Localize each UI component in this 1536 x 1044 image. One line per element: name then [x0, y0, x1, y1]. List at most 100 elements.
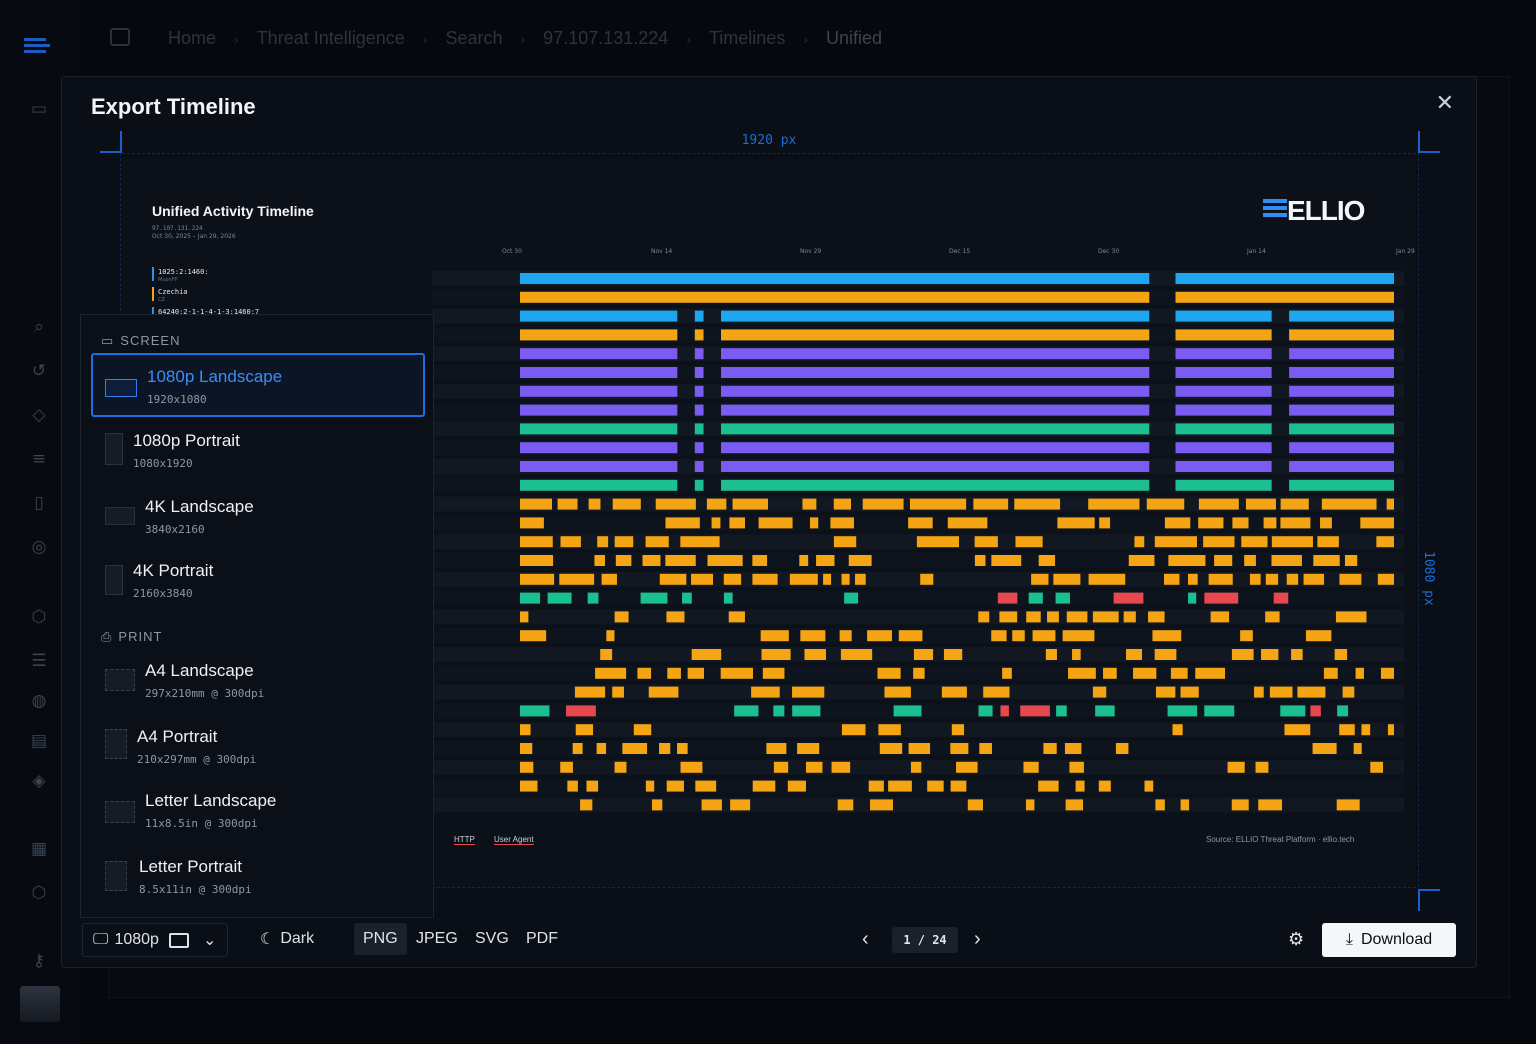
timeline-bar [1280, 517, 1311, 529]
row-background [432, 722, 1404, 738]
layers-icon[interactable]: ◈ [32, 771, 46, 791]
server-icon[interactable]: ▦ [30, 839, 48, 859]
option-a4-landscape[interactable]: A4 Landscape 297x210mm @ 300dpi [91, 649, 425, 713]
option-4k-landscape[interactable]: 4K Landscape 3840x2160 [91, 485, 425, 549]
timeline-bar [991, 630, 1007, 642]
format-jpeg[interactable]: JPEG [416, 930, 458, 947]
axis-date-label: Nov 29 [800, 248, 821, 255]
timeline-bar [520, 367, 678, 378]
timeline-bar [1284, 724, 1311, 736]
option-name: 4K Portrait [133, 561, 214, 580]
timeline-bar [1155, 799, 1165, 811]
sidebar-toggle-icon[interactable] [110, 28, 130, 46]
timeline-bar [642, 555, 661, 566]
shield-icon[interactable]: ⬡ [31, 607, 47, 627]
timeline-bar [520, 724, 531, 736]
timeline-bar [560, 536, 581, 548]
app-logo[interactable] [24, 38, 50, 56]
timeline-bar [927, 780, 944, 792]
timeline-bar [1155, 686, 1176, 698]
prev-page-icon[interactable]: ‹ [862, 927, 869, 950]
option-a4-portrait[interactable]: A4 Portrait 210x297mm @ 300dpi [91, 715, 425, 779]
timeline-bar [665, 517, 700, 529]
timeline-bar [1386, 498, 1394, 510]
next-page-icon[interactable]: › [974, 927, 981, 950]
breadcrumb-home[interactable]: Home [168, 28, 217, 48]
breadcrumb-threat-intel[interactable]: Threat Intelligence [256, 28, 405, 48]
timeline-bar [951, 724, 965, 736]
preview-stage: 1920 px 1080 px Unified Activity Timelin… [62, 131, 1476, 913]
option-letter-landscape[interactable]: Letter Landscape 11x8.5in @ 300dpi [91, 779, 425, 843]
format-pdf[interactable]: PDF [526, 930, 558, 947]
timeline-bar [1187, 573, 1198, 585]
timeline-bar [645, 536, 669, 548]
option-letter-portrait[interactable]: Letter Portrait 8.5x11in @ 300dpi [91, 845, 425, 909]
timeline-bar [595, 667, 627, 679]
timeline-bar [666, 611, 685, 623]
timeline-bar [1335, 611, 1367, 623]
timeline-bar [1269, 686, 1293, 698]
timeline-bar [848, 555, 872, 566]
timeline-bar [1175, 461, 1272, 472]
timeline-bar [999, 611, 1018, 623]
timeline-bar [1167, 705, 1198, 717]
timeline-bar [520, 423, 678, 435]
globe-icon[interactable]: ◍ [31, 691, 47, 711]
timeline-bar [758, 517, 793, 529]
breadcrumb-timelines[interactable]: Timelines [708, 28, 786, 48]
file-icon[interactable]: ▯ [34, 493, 44, 513]
format-svg[interactable]: SVG [475, 930, 509, 947]
key-icon[interactable]: ⚷ [32, 951, 46, 971]
timeline-bar [837, 799, 854, 811]
axis-date-label: Dec 30 [1098, 248, 1119, 255]
timeline-bar [1066, 611, 1088, 623]
database-icon[interactable]: ≡ [31, 449, 47, 469]
timeline-bar [694, 461, 704, 472]
landscape-icon [168, 932, 189, 948]
timeline-bar [1258, 799, 1283, 811]
breadcrumb-ip[interactable]: 97.107.131.224 [543, 28, 669, 48]
timeline-bar [1334, 649, 1348, 660]
timeline-bar [997, 592, 1018, 604]
option-1080p-landscape[interactable]: 1080p Landscape 1920x1080 [91, 353, 425, 417]
timeline-bar [1361, 724, 1371, 736]
fingerprint-icon[interactable]: ◎ [31, 537, 47, 557]
search-icon[interactable]: ⌕ [34, 317, 44, 337]
timeline-bar [789, 573, 818, 585]
shield-small-icon[interactable]: ⬡ [31, 883, 47, 903]
timeline-bar [520, 555, 554, 566]
timeline-bar [1154, 649, 1177, 660]
timeline-bar [1056, 705, 1067, 717]
list-icon[interactable]: ☰ [31, 651, 47, 671]
timeline-bar [878, 724, 901, 736]
theme-toggle[interactable]: ☾ Dark [260, 923, 314, 955]
timeline-bar [1271, 555, 1302, 566]
timeline-bar [1289, 479, 1394, 491]
breadcrumb-search[interactable]: Search [445, 28, 503, 48]
timeline-bar [1291, 649, 1303, 660]
avatar[interactable] [20, 986, 60, 1022]
close-icon[interactable]: ✕ [1435, 91, 1454, 116]
timeline-bar [721, 461, 1150, 472]
modal-title: Export Timeline [91, 94, 256, 119]
building-icon[interactable]: ▭ [30, 99, 48, 119]
timeline-bar [855, 573, 866, 585]
timeline-bar [1321, 498, 1377, 510]
archive-icon[interactable]: ▤ [30, 731, 48, 751]
option-1080p-portrait[interactable]: 1080p Portrait 1080x1920 [91, 419, 425, 483]
corner-marker [1418, 131, 1440, 153]
settings-sliders-icon[interactable]: ⚙ [1288, 928, 1305, 949]
timeline-bar [1289, 367, 1394, 378]
tag-icon[interactable]: ◇ [32, 405, 46, 425]
timeline-bar [721, 404, 1150, 416]
timeline-bar [870, 799, 893, 811]
preview-ip: 97.107.131.224 [152, 225, 203, 232]
timeline-bar [655, 498, 696, 510]
option-4k-portrait[interactable]: 4K Portrait 2160x3840 [91, 549, 425, 613]
download-button[interactable]: ⤓ Download [1322, 923, 1456, 957]
history-icon[interactable]: ↺ [31, 361, 47, 381]
format-png[interactable]: PNG [354, 923, 407, 955]
timeline-preview: Unified Activity Timeline 97.107.131.224… [122, 159, 1416, 887]
preset-label: 1080p [114, 931, 159, 948]
preset-select[interactable]: 🖵 1080p ⌄ [82, 923, 228, 957]
